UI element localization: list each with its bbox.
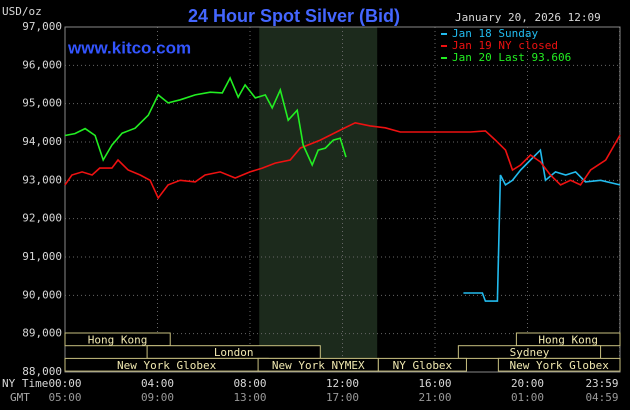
x-tick-label: 12:00 xyxy=(326,377,359,390)
x2-tick-label: 05:00 xyxy=(48,391,81,404)
legend-label: Jan 18 Sunday xyxy=(452,27,538,40)
series-line xyxy=(64,121,621,200)
y-tick-label: 95,000 xyxy=(22,97,62,110)
y-tick-label: 88,000 xyxy=(22,365,62,378)
session-box xyxy=(377,357,467,372)
watermark: www.kitco.com xyxy=(67,38,191,57)
y-tick-label: 97,000 xyxy=(22,20,62,33)
session-label: NY Globex xyxy=(393,359,453,372)
y-tick-label: 91,000 xyxy=(22,250,62,263)
y-tick-label: 96,000 xyxy=(22,58,62,71)
y-tick-label: 92,000 xyxy=(22,212,62,225)
session-label: London xyxy=(214,346,254,359)
x2-tick-label: 01:00 xyxy=(511,391,544,404)
session-label: Sydney xyxy=(510,346,550,359)
x2-tick-label: 04:59 xyxy=(585,391,618,404)
y-tick-label: 89,000 xyxy=(22,327,62,340)
session-label: New York Globex xyxy=(117,359,217,372)
plot-frame xyxy=(64,26,621,373)
highlight-band xyxy=(259,27,378,372)
series-line xyxy=(64,76,347,168)
x2-tick-label: 13:00 xyxy=(233,391,266,404)
x-tick-label: 00:00 xyxy=(48,377,81,390)
y-tick-label: 90,000 xyxy=(22,288,62,301)
x-tick-label: 23:59 xyxy=(585,377,618,390)
legend-label: Jan 19 NY closed xyxy=(452,39,558,52)
session-label: New York Globex xyxy=(510,359,610,372)
x-tick-label: 08:00 xyxy=(233,377,266,390)
session-label: Hong Kong xyxy=(88,333,148,346)
x2-tick-label: 21:00 xyxy=(418,391,451,404)
legend-label: Jan 20 Last 93.606 xyxy=(452,51,571,64)
y-tick-label: 93,000 xyxy=(22,173,62,186)
session-box xyxy=(64,332,171,347)
session-label: Hong Kong xyxy=(538,333,598,346)
session-box xyxy=(497,357,621,372)
x2-axis-label: GMT xyxy=(10,391,30,404)
x-tick-label: 20:00 xyxy=(511,377,544,390)
x-axis-label: NY Time xyxy=(2,377,48,390)
y-tick-label: 94,000 xyxy=(22,135,62,148)
y-unit: USD/oz xyxy=(2,5,42,18)
x-tick-label: 16:00 xyxy=(418,377,451,390)
x2-tick-label: 17:00 xyxy=(326,391,359,404)
chart-title: 24 Hour Spot Silver (Bid) xyxy=(188,6,400,26)
timestamp: January 20, 2026 12:09 xyxy=(455,11,601,24)
session-label: New York NYMEX xyxy=(272,359,365,372)
x-tick-label: 04:00 xyxy=(141,377,174,390)
series-line xyxy=(463,148,621,302)
x2-tick-label: 09:00 xyxy=(141,391,174,404)
